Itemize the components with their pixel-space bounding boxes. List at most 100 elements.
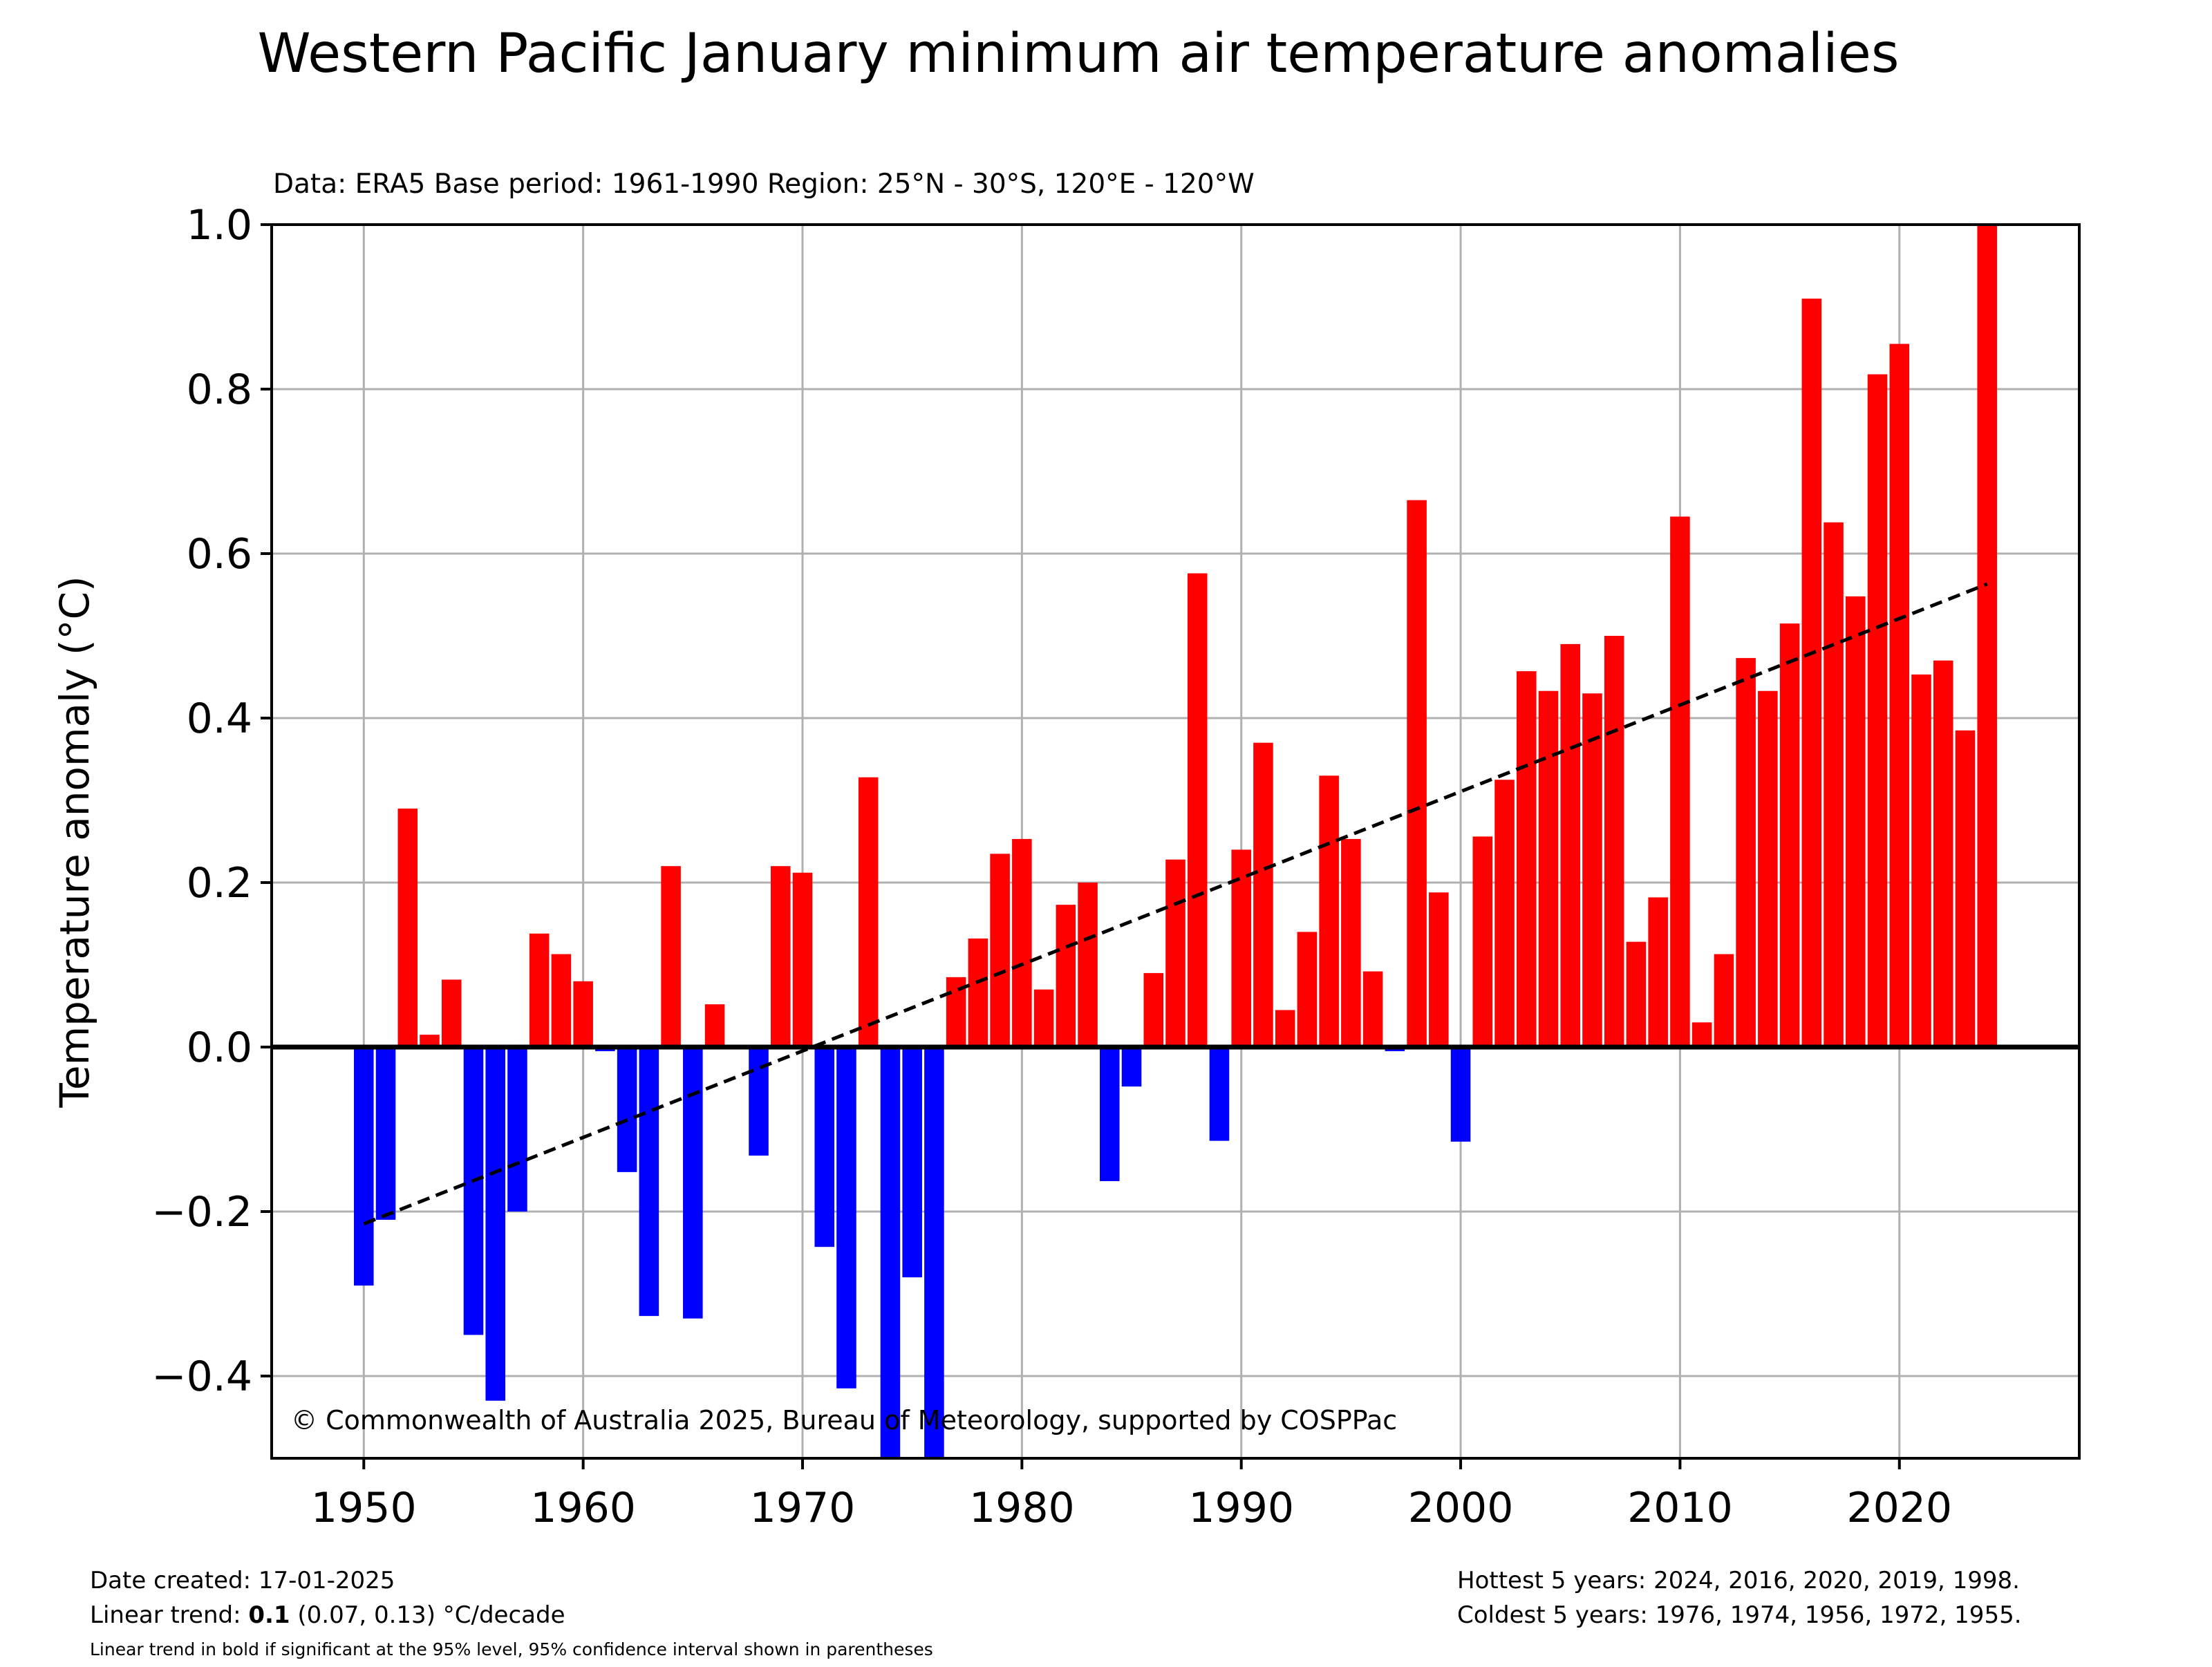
bar-2021	[1911, 674, 1931, 1047]
bar-2013	[1736, 658, 1756, 1047]
bar-2024	[1977, 225, 1997, 1047]
copyright-annotation: © Commonwealth of Australia 2025, Bureau…	[291, 1405, 1397, 1435]
bar-1958	[529, 933, 550, 1047]
bar-1998	[1407, 500, 1427, 1047]
bar-1986	[1143, 972, 1164, 1047]
bar-1968	[749, 1047, 769, 1156]
y-tick-label: 0.2	[187, 859, 252, 907]
x-tick-label-1990: 1990	[1188, 1484, 1294, 1532]
bar-1984	[1100, 1047, 1120, 1181]
hottest-years: Hottest 5 years: 2024, 2016, 2020, 2019,…	[1457, 1567, 2020, 1594]
x-tick-label-2020: 2020	[1846, 1484, 1952, 1532]
bar-1990	[1231, 849, 1251, 1047]
bar-2002	[1494, 780, 1515, 1047]
bar-1959	[551, 954, 572, 1047]
bar-2018	[1846, 596, 1866, 1047]
bar-1987	[1165, 859, 1185, 1047]
linear-trend-value: 0.1	[248, 1601, 290, 1629]
bar-1955	[463, 1047, 484, 1335]
chart-subtitle: Data: ERA5 Base period: 1961-1990 Region…	[273, 169, 1255, 200]
bar-2008	[1626, 941, 1647, 1047]
bar-1962	[617, 1047, 637, 1172]
y-tick-label: 0.0	[187, 1024, 252, 1072]
bar-1969	[770, 866, 791, 1047]
bar-2000	[1450, 1047, 1471, 1142]
bar-1973	[858, 777, 879, 1047]
bar-1981	[1033, 989, 1054, 1047]
bar-1972	[836, 1047, 856, 1388]
bar-2014	[1758, 690, 1778, 1047]
bar-2001	[1472, 836, 1493, 1047]
bar-2016	[1801, 299, 1822, 1048]
x-tick-label-1980: 1980	[969, 1484, 1075, 1532]
ticks: 1950 1960 1970 1980 1990 2000 2010 2020 −0.4 −0.2…	[151, 201, 1952, 1532]
bar-1964	[661, 866, 681, 1047]
bar-1956	[485, 1047, 505, 1401]
y-axis-label: Temperature anomaly (°C)	[51, 576, 98, 1108]
bar-1982	[1056, 905, 1076, 1047]
bar-1974	[880, 1047, 901, 1458]
bar-1978	[968, 938, 988, 1047]
x-tick-label-1960: 1960	[530, 1484, 636, 1532]
bars	[354, 225, 1997, 1458]
bar-2004	[1538, 690, 1559, 1047]
bar-2020	[1889, 343, 1910, 1047]
bar-2012	[1714, 954, 1734, 1047]
bar-1963	[639, 1047, 659, 1317]
bar-1999	[1429, 892, 1449, 1047]
x-tick-label-2000: 2000	[1408, 1484, 1514, 1532]
date-created: Date created: 17-01-2025	[90, 1567, 395, 1594]
chart-title: Western Pacific January minimum air temp…	[258, 23, 1900, 85]
y-tick-label: 0.6	[187, 530, 252, 578]
bar-1966	[704, 1004, 725, 1047]
bar-2003	[1516, 671, 1537, 1047]
bar-1996	[1362, 971, 1383, 1047]
bar-1975	[902, 1047, 922, 1278]
bar-1980	[1012, 838, 1032, 1047]
bar-2019	[1867, 374, 1888, 1047]
y-tick-label: 0.4	[187, 695, 252, 743]
y-tick-label: −0.2	[151, 1188, 252, 1236]
bar-2023	[1955, 730, 1976, 1047]
bar-1989	[1209, 1047, 1230, 1141]
bar-1960	[573, 981, 593, 1047]
bar-1952	[397, 808, 418, 1047]
bar-2006	[1582, 693, 1602, 1047]
x-tick-label-1970: 1970	[750, 1484, 856, 1532]
bar-1983	[1078, 883, 1098, 1047]
bar-1979	[990, 854, 1010, 1047]
bar-2017	[1824, 522, 1844, 1047]
plot-area	[270, 223, 2081, 1460]
bar-1965	[683, 1047, 703, 1319]
linear-trend-prefix: Linear trend:	[90, 1601, 249, 1629]
bar-2007	[1604, 636, 1624, 1047]
bar-1954	[441, 979, 462, 1047]
bar-2010	[1670, 516, 1690, 1047]
x-tick-label-2010: 2010	[1627, 1484, 1733, 1532]
y-tick-label: −0.4	[151, 1353, 252, 1401]
y-tick-label: 0.8	[187, 366, 252, 414]
coldest-years: Coldest 5 years: 1976, 1974, 1956, 1972,…	[1457, 1601, 2022, 1629]
linear-trend: Linear trend: 0.1 (0.07, 0.13) °C/decade	[90, 1598, 565, 1632]
bar-2011	[1691, 1022, 1712, 1047]
bar-1971	[814, 1047, 835, 1247]
trend-note: Linear trend in bold if significant at t…	[90, 1639, 933, 1659]
bar-1991	[1253, 742, 1273, 1047]
bar-1994	[1319, 775, 1339, 1047]
bar-1951	[375, 1047, 396, 1220]
bar-1953	[420, 1035, 440, 1047]
trend-line	[363, 582, 1988, 1226]
linear-trend-suffix: (0.07, 0.13) °C/decade	[290, 1601, 565, 1629]
bar-1992	[1275, 1010, 1295, 1047]
bar-1985	[1121, 1047, 1142, 1087]
bar-1995	[1341, 838, 1361, 1047]
bar-1970	[792, 872, 813, 1047]
y-tick-label: 1.0	[187, 201, 252, 249]
bar-1957	[507, 1047, 527, 1212]
bar-1950	[354, 1047, 374, 1286]
bar-1988	[1187, 573, 1208, 1047]
bar-2015	[1779, 623, 1800, 1047]
bar-2022	[1933, 660, 1953, 1047]
bar-1993	[1297, 932, 1318, 1047]
